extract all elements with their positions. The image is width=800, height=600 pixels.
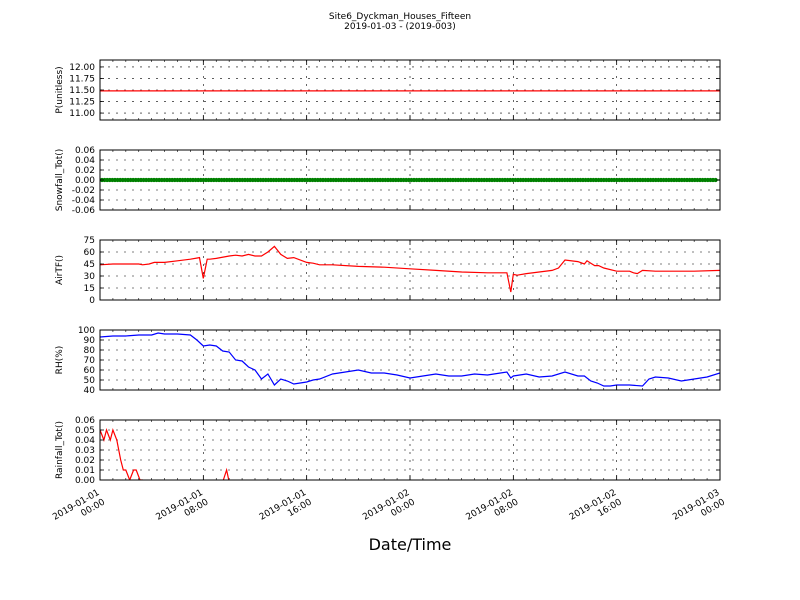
y-tick-label: -0.06 bbox=[72, 206, 96, 216]
y-tick-label: 80 bbox=[84, 346, 96, 356]
x-tick-label: 2019-01-0200:00 bbox=[361, 488, 417, 532]
series-line bbox=[100, 245, 720, 293]
figure-subtitle: 2019-01-03 - (2019-003) bbox=[344, 22, 456, 32]
y-tick-label: 0.04 bbox=[75, 436, 95, 446]
panel-3: 75 60 45 30 15 0 AirTF() bbox=[55, 236, 721, 306]
y-tick-label: 40 bbox=[84, 386, 96, 396]
y-tick-label: 12.00 bbox=[69, 63, 95, 73]
panel-2: 0.060.040.020.00-0.02-0.04-0.06 Snowfall_… bbox=[55, 146, 721, 216]
x-tick-label: 2019-01-0216:00 bbox=[568, 488, 624, 532]
x-axis-label: Date/Time bbox=[369, 535, 452, 554]
x-tick-labels: 2019-01-0100:00 2019-01-0108:00 2019-01-01… bbox=[51, 488, 727, 532]
y-tick-label: 30 bbox=[84, 272, 96, 282]
y-tick-label: 0.05 bbox=[75, 426, 95, 436]
x-tick-label: 2019-01-0100:00 bbox=[51, 488, 107, 532]
y-tick-label: 11.50 bbox=[69, 86, 95, 96]
y-axis-label: Snowfall_Tot() bbox=[55, 149, 65, 212]
y-tick-label: 0.03 bbox=[75, 446, 95, 456]
y-tick-label: 0.02 bbox=[75, 456, 95, 466]
y-tick-label: 11.00 bbox=[69, 109, 95, 119]
x-tick-label: 2019-01-0300:00 bbox=[671, 488, 727, 532]
y-tick-label: -0.02 bbox=[72, 186, 95, 196]
y-tick-label: 100 bbox=[78, 326, 95, 336]
y-tick-label: 0.06 bbox=[75, 146, 95, 156]
y-axis-label: P(unitless) bbox=[55, 66, 65, 113]
panel-5: 0.060.050.040.030.020.010.00 Rainfall_Tot… bbox=[55, 416, 721, 486]
x-tick-label: 2019-01-0116:00 bbox=[258, 488, 314, 532]
y-tick-label: 60 bbox=[84, 248, 96, 258]
y-axis-label: RH(%) bbox=[55, 346, 65, 375]
y-tick-label: 60 bbox=[84, 366, 96, 376]
y-tick-label: 75 bbox=[84, 236, 95, 246]
y-tick-label: 70 bbox=[84, 356, 96, 366]
y-axis-label: AirTF() bbox=[55, 255, 65, 285]
y-tick-label: 11.25 bbox=[69, 98, 95, 108]
y-tick-label: 0 bbox=[89, 296, 95, 306]
y-tick-label: -0.04 bbox=[72, 196, 96, 206]
series-line bbox=[100, 428, 230, 480]
series-marker bbox=[713, 177, 718, 183]
figure-title: Site6_Dyckman_Houses_Fifteen bbox=[329, 12, 471, 22]
y-tick-label: 50 bbox=[84, 376, 96, 386]
series-line bbox=[100, 332, 720, 387]
x-tick-label: 2019-01-0108:00 bbox=[155, 488, 211, 532]
y-tick-label: 11.75 bbox=[69, 74, 95, 84]
y-tick-label: 0.06 bbox=[75, 416, 95, 426]
y-tick-label: 0.00 bbox=[75, 476, 95, 486]
y-tick-label: 90 bbox=[84, 336, 96, 346]
y-tick-label: 0.00 bbox=[75, 176, 95, 186]
y-tick-label: 0.01 bbox=[75, 466, 95, 476]
y-axis-label: Rainfall_Tot() bbox=[55, 421, 65, 479]
y-tick-label: 0.02 bbox=[75, 166, 95, 176]
x-tick-label: 2019-01-0208:00 bbox=[465, 488, 521, 532]
y-tick-label: 15 bbox=[84, 284, 95, 294]
y-tick-label: 0.04 bbox=[75, 156, 95, 166]
y-tick-label: 45 bbox=[84, 260, 95, 270]
